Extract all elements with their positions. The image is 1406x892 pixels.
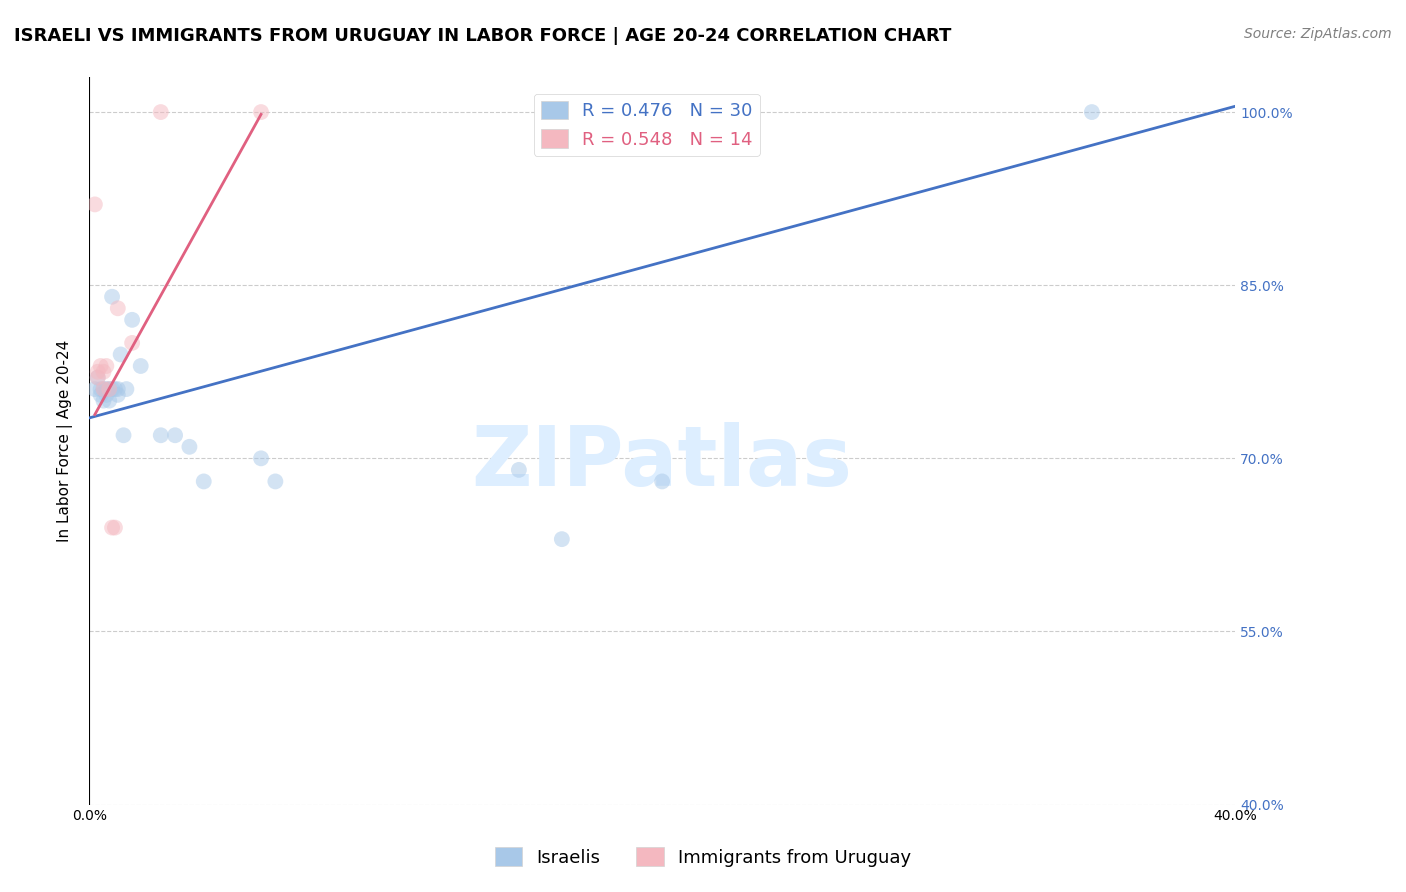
Point (107, 301, 129, 316)
Point (98, 382, 121, 396)
Point (101, 520, 124, 534)
Point (96, 359, 118, 373)
Point (651, 475, 673, 489)
Text: ZIPatlas: ZIPatlas (471, 422, 852, 503)
Point (96, 388, 118, 402)
Point (115, 382, 138, 396)
Point (101, 290, 124, 304)
Point (121, 335, 143, 350)
Text: Source: ZipAtlas.com: Source: ZipAtlas.com (1244, 27, 1392, 41)
Point (93, 382, 115, 396)
Point (101, 382, 124, 396)
Point (264, 475, 287, 489)
Point (121, 313, 143, 327)
Y-axis label: In Labor Force | Age 20-24: In Labor Force | Age 20-24 (58, 340, 73, 542)
Point (93, 382, 115, 396)
Point (179, 440, 201, 454)
Point (508, 463, 530, 477)
Point (90, 382, 112, 396)
Point (87, 365, 110, 379)
Point (93, 393, 115, 408)
Point (193, 475, 215, 489)
Point (83, 197, 105, 211)
Point (90, 388, 112, 402)
Point (104, 520, 127, 534)
Point (98, 382, 121, 396)
Point (112, 428, 135, 442)
Point (149, 428, 172, 442)
Point (104, 382, 127, 396)
Point (83, 382, 105, 396)
Legend: R = 0.476   N = 30, R = 0.548   N = 14: R = 0.476 N = 30, R = 0.548 N = 14 (534, 94, 761, 156)
Point (96, 382, 118, 396)
Point (129, 359, 152, 373)
Point (110, 347, 132, 361)
Point (90, 359, 112, 373)
Point (107, 382, 129, 396)
Point (149, 105, 172, 120)
Point (551, 532, 574, 546)
Point (107, 388, 129, 402)
Point (98, 393, 121, 408)
Text: ISRAELI VS IMMIGRANTS FROM URUGUAY IN LABOR FORCE | AGE 20-24 CORRELATION CHART: ISRAELI VS IMMIGRANTS FROM URUGUAY IN LA… (14, 27, 952, 45)
Point (1081, 105, 1104, 120)
Point (165, 428, 187, 442)
Point (93, 365, 115, 379)
Legend: Israelis, Immigrants from Uruguay: Israelis, Immigrants from Uruguay (488, 840, 918, 874)
Point (87, 370, 110, 384)
Point (87, 370, 110, 384)
Point (250, 451, 273, 466)
Point (250, 105, 273, 120)
